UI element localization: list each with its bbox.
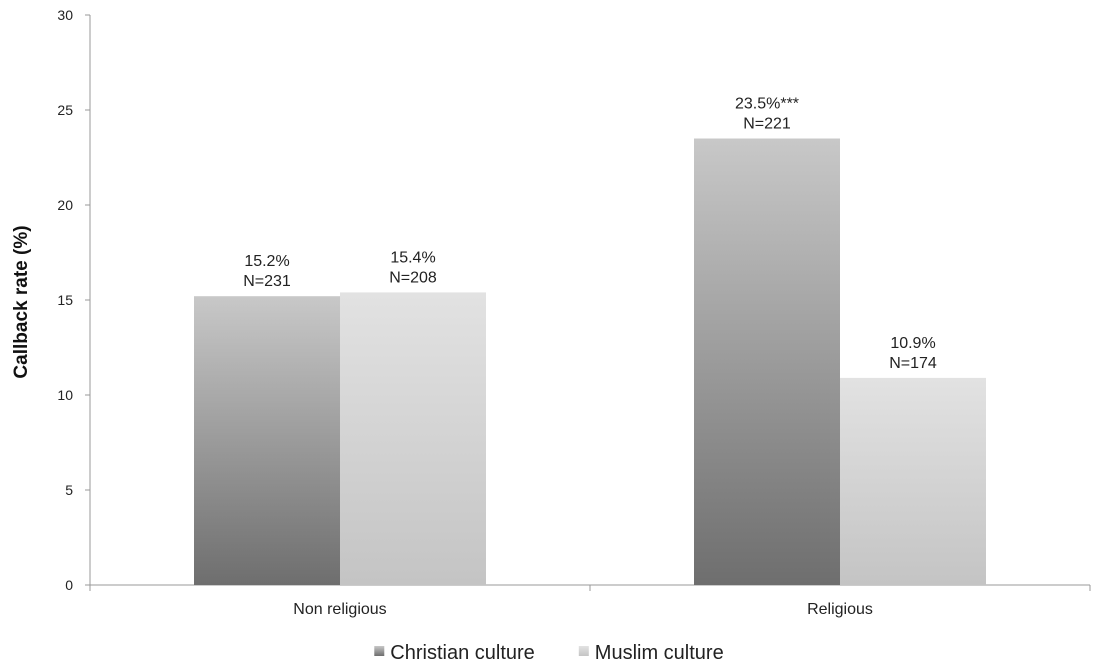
y-tick-label: 25 — [57, 102, 73, 118]
y-tick-label: 5 — [65, 482, 73, 498]
data-label: 15.4% — [390, 249, 435, 266]
bar — [840, 377, 986, 585]
legend-label: Muslim culture — [595, 642, 724, 664]
y-tick-label: 0 — [65, 577, 73, 593]
data-label: N=174 — [889, 355, 937, 372]
legend-swatch — [578, 646, 589, 656]
y-tick-label: 30 — [57, 7, 73, 23]
data-labels: 15.2% N=231 15.4% N=208 23.5%*** N=221 10.9% N=… — [243, 96, 937, 372]
data-label: N=231 — [243, 273, 291, 290]
y-tick-label: 20 — [57, 197, 73, 213]
bar — [340, 292, 486, 585]
y-axis-title: Callback rate (%) — [11, 225, 32, 378]
bar — [694, 138, 840, 585]
data-label: 23.5%*** — [735, 96, 799, 113]
data-label: 15.2% — [244, 253, 289, 270]
y-tick-label: 15 — [57, 292, 73, 308]
x-category-label: Non religious — [293, 601, 386, 618]
legend-swatch — [374, 646, 385, 656]
bar — [194, 296, 340, 585]
legend: Christian culture Muslim culture — [374, 642, 724, 664]
bars — [194, 138, 986, 585]
x-category-label: Religious — [807, 601, 873, 618]
data-label: N=221 — [743, 116, 791, 133]
legend-label: Christian culture — [390, 642, 535, 664]
data-label: N=208 — [389, 269, 437, 286]
data-label: 10.9% — [890, 335, 935, 352]
y-tick-label: 10 — [57, 387, 73, 403]
